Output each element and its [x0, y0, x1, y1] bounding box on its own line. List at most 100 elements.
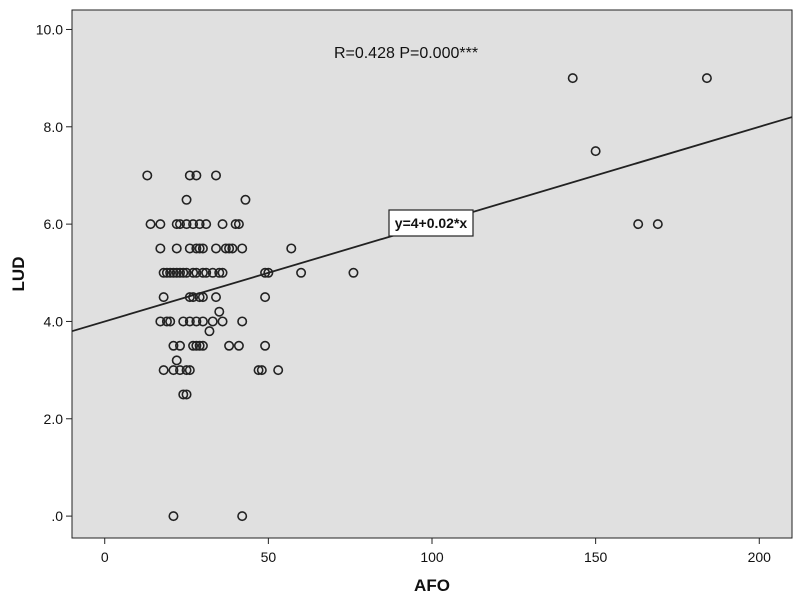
y-tick-label: 10.0	[36, 21, 63, 37]
data-point	[217, 316, 228, 327]
data-point	[197, 340, 208, 351]
data-point	[171, 267, 182, 278]
data-point	[263, 267, 274, 278]
x-tick-label: 150	[584, 549, 608, 565]
data-point	[184, 365, 195, 376]
x-axis-label: AFO	[414, 576, 450, 595]
data-point	[178, 267, 189, 278]
data-point	[233, 219, 244, 230]
data-point	[175, 219, 186, 230]
data-point	[142, 170, 153, 181]
data-point	[191, 316, 202, 327]
y-tick-label: 2.0	[44, 411, 64, 427]
data-point	[188, 267, 199, 278]
data-point	[194, 340, 205, 351]
data-point	[197, 292, 208, 303]
data-point	[348, 267, 359, 278]
equation-text: y=4+0.02*x	[395, 215, 468, 231]
data-point	[214, 306, 225, 317]
data-point	[220, 243, 231, 254]
data-point	[260, 340, 271, 351]
data-point	[256, 365, 267, 376]
data-point	[253, 365, 264, 376]
y-tick-label: 8.0	[44, 119, 64, 135]
data-point	[168, 267, 179, 278]
data-point	[214, 267, 225, 278]
data-point	[211, 292, 222, 303]
data-point	[194, 243, 205, 254]
data-point	[168, 511, 179, 522]
data-point	[161, 267, 172, 278]
data-point	[168, 340, 179, 351]
data-point	[171, 219, 182, 230]
data-point	[201, 219, 212, 230]
data-point	[158, 267, 169, 278]
data-point	[178, 316, 189, 327]
y-tick-label: .0	[51, 508, 63, 524]
data-point	[181, 365, 192, 376]
data-point	[191, 340, 202, 351]
data-point	[296, 267, 307, 278]
data-point	[197, 316, 208, 327]
data-point	[188, 219, 199, 230]
data-point	[237, 511, 248, 522]
data-point	[181, 219, 192, 230]
data-point	[175, 267, 186, 278]
data-point	[211, 243, 222, 254]
data-point	[211, 170, 222, 181]
data-point	[701, 73, 712, 84]
data-point	[184, 170, 195, 181]
data-point	[155, 219, 166, 230]
data-point	[158, 292, 169, 303]
data-point	[207, 267, 218, 278]
y-tick-label: 4.0	[44, 313, 64, 329]
data-point	[633, 219, 644, 230]
data-point	[165, 267, 176, 278]
data-point	[240, 194, 251, 205]
data-point	[181, 389, 192, 400]
data-point	[260, 267, 271, 278]
data-point	[184, 316, 195, 327]
data-point	[207, 316, 218, 327]
data-point	[188, 340, 199, 351]
data-point	[201, 267, 212, 278]
data-point	[197, 243, 208, 254]
data-point	[217, 267, 228, 278]
data-point	[652, 219, 663, 230]
data-point	[145, 219, 156, 230]
x-tick-label: 50	[261, 549, 277, 565]
data-point	[237, 243, 248, 254]
data-point	[273, 365, 284, 376]
x-tick-label: 200	[748, 549, 772, 565]
data-point	[191, 170, 202, 181]
data-point	[567, 73, 578, 84]
data-point	[233, 340, 244, 351]
data-point	[165, 316, 176, 327]
data-point	[175, 365, 186, 376]
data-point	[237, 316, 248, 327]
data-point	[260, 292, 271, 303]
data-point	[230, 219, 241, 230]
equation-box	[388, 209, 474, 237]
data-point	[181, 267, 192, 278]
x-tick-label: 0	[101, 549, 109, 565]
data-point	[171, 243, 182, 254]
data-point	[168, 365, 179, 376]
data-point	[227, 243, 238, 254]
data-point	[191, 243, 202, 254]
data-point	[184, 243, 195, 254]
data-point	[286, 243, 297, 254]
data-point	[191, 267, 202, 278]
data-point	[158, 365, 169, 376]
data-point	[194, 292, 205, 303]
data-point	[155, 243, 166, 254]
equation-label: y=4+0.02*x	[388, 209, 474, 237]
y-axis-label: LUD	[9, 257, 28, 292]
data-point	[184, 292, 195, 303]
data-point	[204, 326, 215, 337]
data-point	[188, 292, 199, 303]
data-point	[171, 355, 182, 366]
y-tick-label: 6.0	[44, 216, 64, 232]
data-point	[194, 219, 205, 230]
